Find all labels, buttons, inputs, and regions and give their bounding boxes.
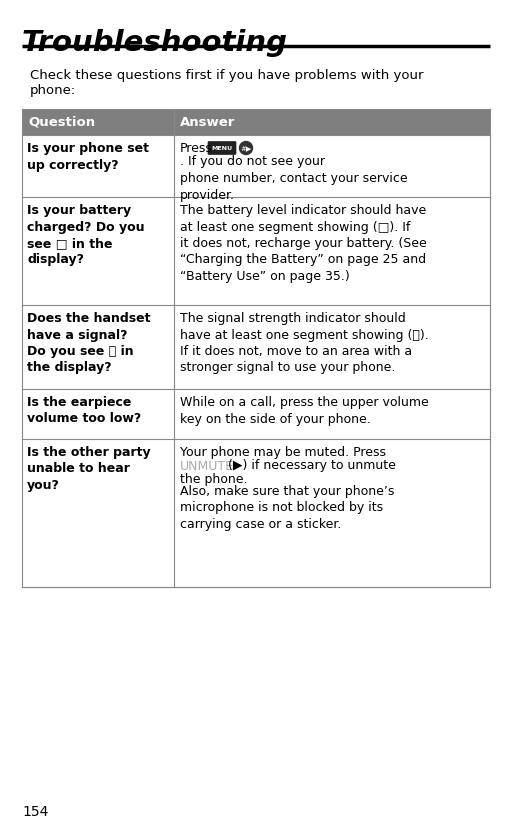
Text: UNMUTE: UNMUTE xyxy=(180,460,234,472)
Text: phone:: phone: xyxy=(30,84,76,97)
Text: The signal strength indicator should
have at least one segment showing (📶).
If i: The signal strength indicator should hav… xyxy=(180,312,429,374)
Bar xyxy=(22,439,490,587)
Text: 154: 154 xyxy=(22,805,48,819)
Text: Also, make sure that your phone’s
microphone is not blocked by its
carrying case: Also, make sure that your phone’s microp… xyxy=(180,485,394,531)
Text: MENU: MENU xyxy=(211,145,233,150)
Text: Question: Question xyxy=(28,116,95,128)
Text: Is your phone set
up correctly?: Is your phone set up correctly? xyxy=(27,142,149,171)
Text: Is your battery
charged? Do you
see □ in the
display?: Is your battery charged? Do you see □ in… xyxy=(27,204,144,267)
Text: The battery level indicator should have
at least one segment showing (□). If
it : The battery level indicator should have … xyxy=(180,204,427,283)
Bar xyxy=(22,135,490,197)
Bar xyxy=(22,305,490,389)
Bar xyxy=(22,389,490,439)
Text: While on a call, press the upper volume
key on the side of your phone.: While on a call, press the upper volume … xyxy=(180,396,429,425)
Circle shape xyxy=(239,142,252,154)
Text: (▶) if necessary to unmute: (▶) if necessary to unmute xyxy=(224,460,396,472)
Text: Check these questions first if you have problems with your: Check these questions first if you have … xyxy=(30,69,423,82)
Text: Troubleshooting: Troubleshooting xyxy=(22,29,288,57)
FancyBboxPatch shape xyxy=(208,142,236,154)
Text: Is the earpiece
volume too low?: Is the earpiece volume too low? xyxy=(27,396,141,425)
Text: . If you do not see your
phone number, contact your service
provider.: . If you do not see your phone number, c… xyxy=(180,155,408,201)
Text: Is the other party
unable to hear
you?: Is the other party unable to hear you? xyxy=(27,446,151,492)
Text: #▶: #▶ xyxy=(240,145,251,151)
Bar xyxy=(22,109,490,135)
Text: Press: Press xyxy=(180,142,213,155)
Text: Does the handset
have a signal?
Do you see 📶 in
the display?: Does the handset have a signal? Do you s… xyxy=(27,312,151,374)
Text: the phone.: the phone. xyxy=(180,473,247,486)
Text: Your phone may be muted. Press: Your phone may be muted. Press xyxy=(180,446,386,459)
Text: Answer: Answer xyxy=(180,116,235,128)
Bar xyxy=(22,197,490,305)
